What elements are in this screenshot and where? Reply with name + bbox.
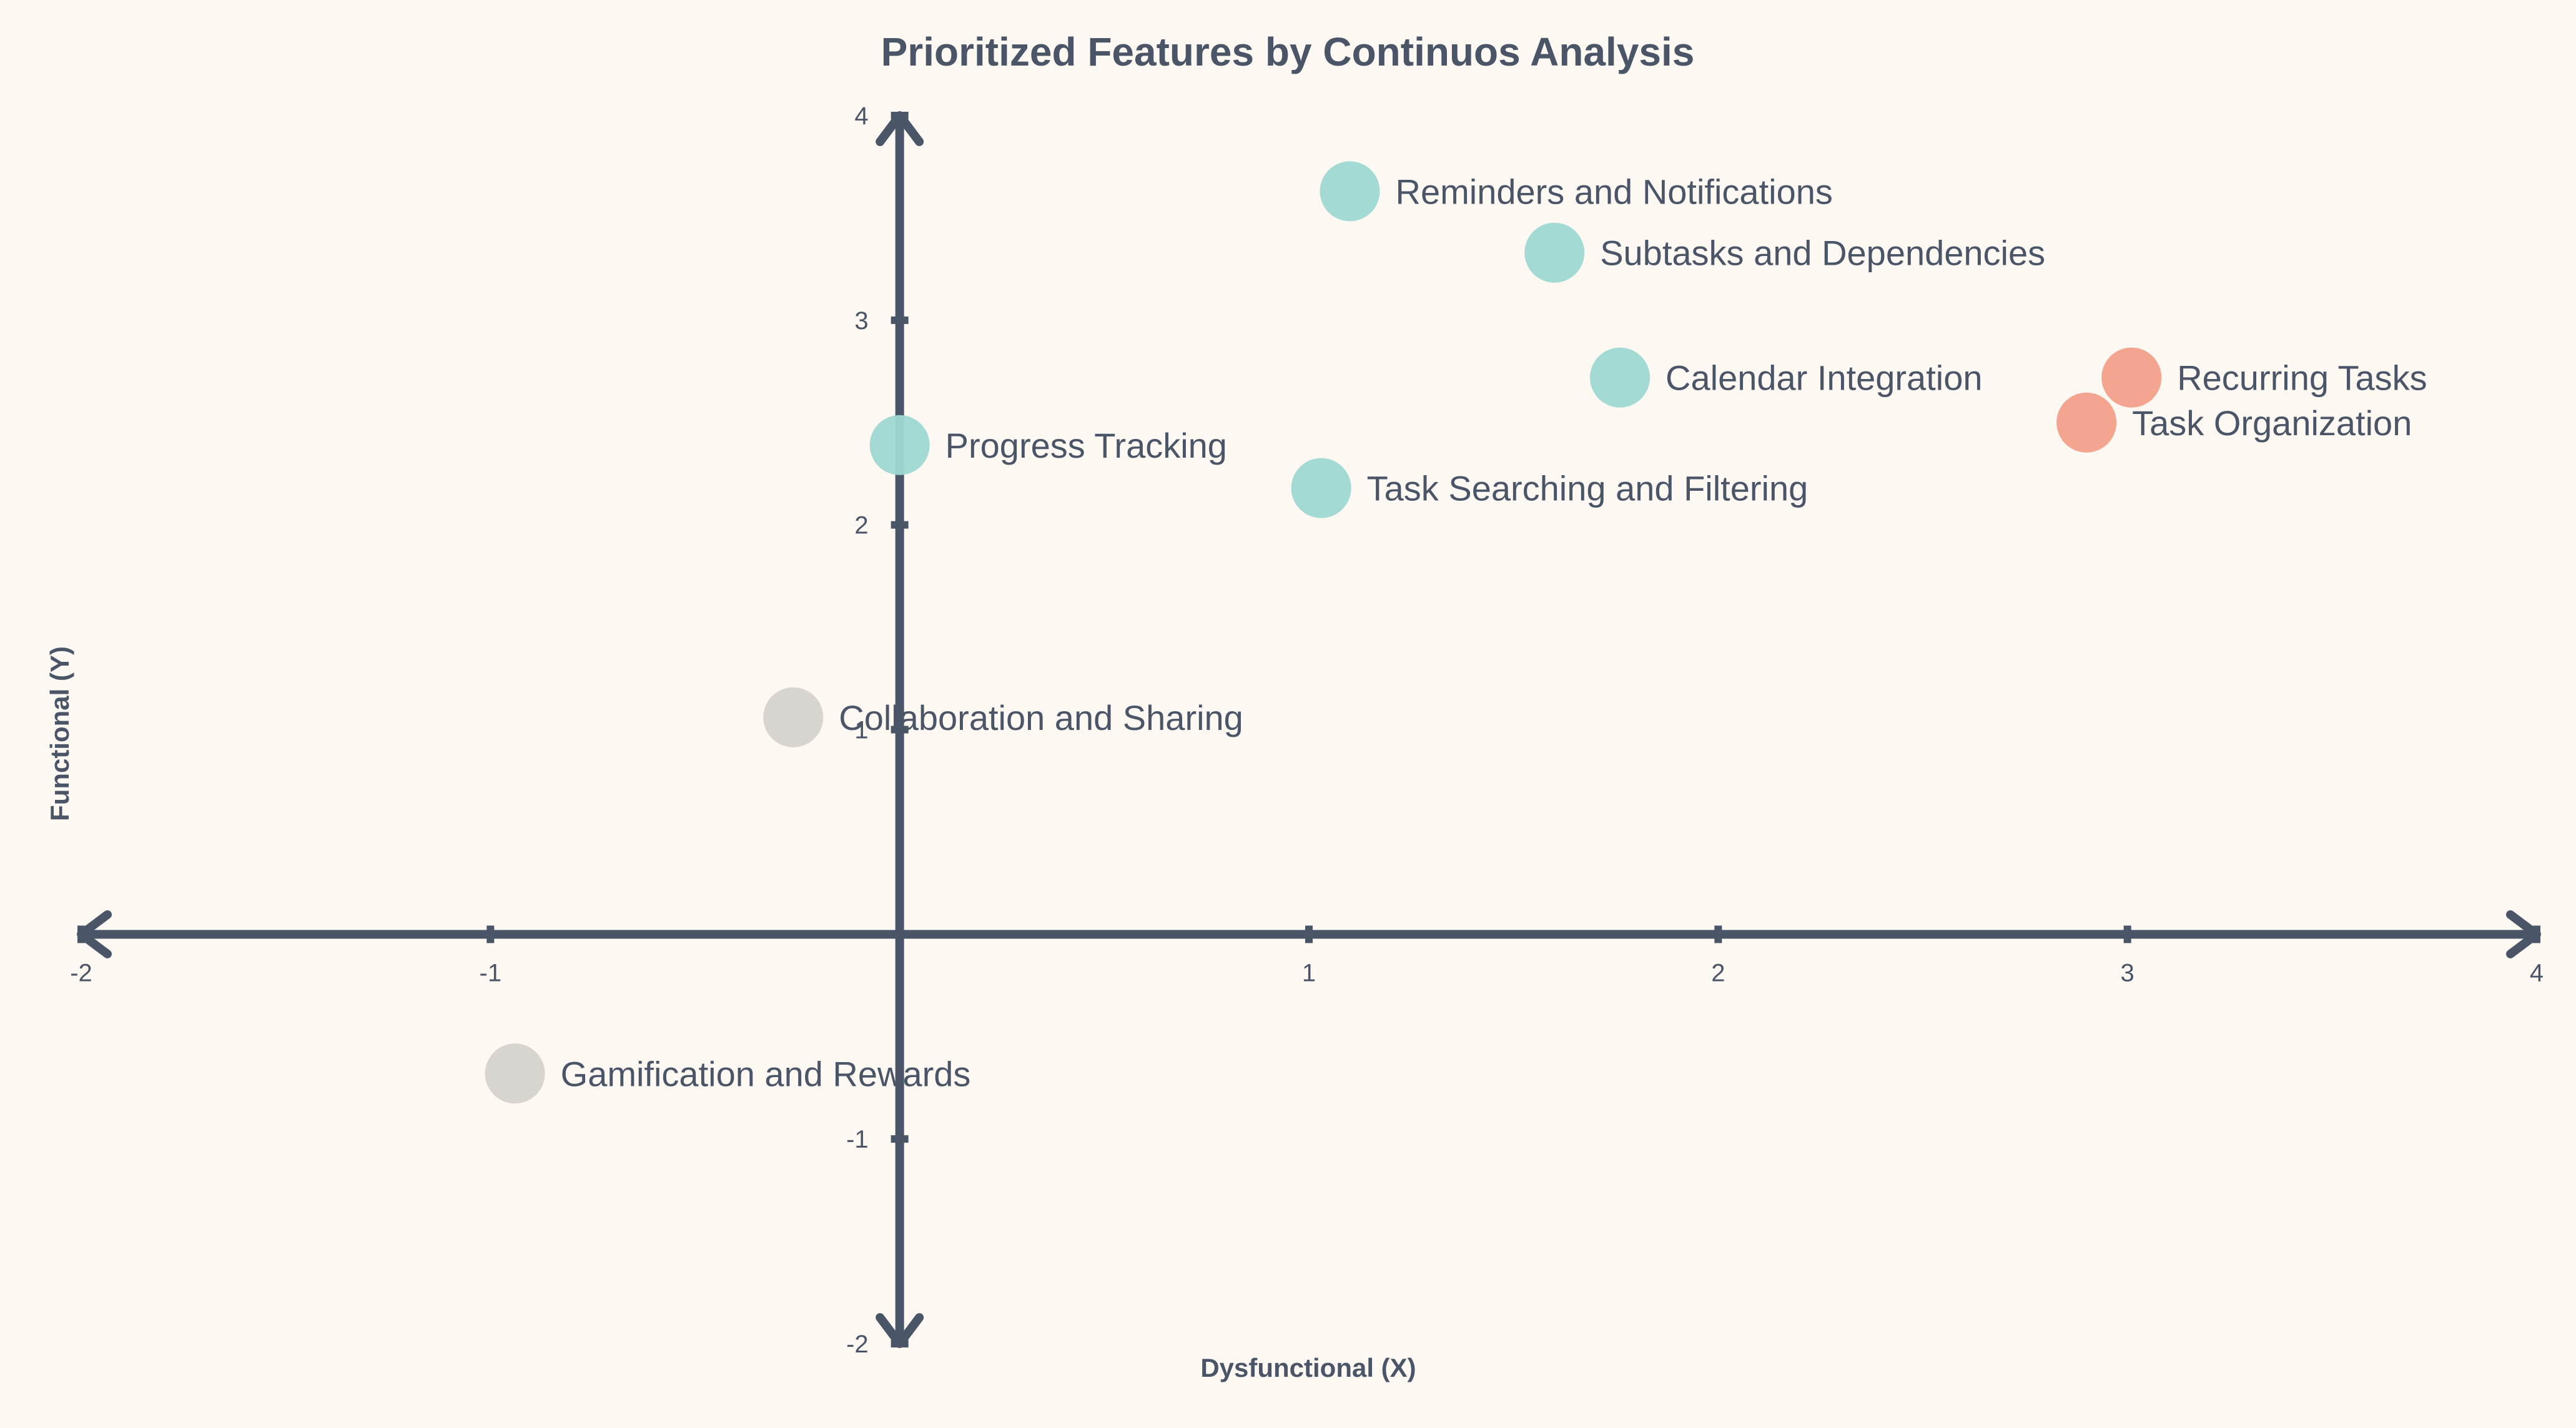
x-tick-label: 2 — [1711, 959, 1725, 987]
y-tick-label: 1 — [854, 717, 868, 744]
data-point — [2056, 392, 2117, 453]
data-point — [1524, 222, 1585, 283]
data-point — [2101, 347, 2162, 408]
data-point-label: Reminders and Notifications — [1396, 172, 1833, 211]
chart-title: Prioritized Features by Continuos Analys… — [881, 29, 1695, 74]
data-point-label: Calendar Integration — [1666, 358, 1982, 398]
x-axis-label: Dysfunctional (X) — [1200, 1353, 1416, 1382]
data-point — [869, 415, 930, 475]
data-point-label: Task Organization — [2132, 403, 2412, 443]
x-tick-label: -2 — [70, 959, 92, 987]
data-point-label: Subtasks and Dependencies — [1600, 234, 2045, 273]
data-point-label: Recurring Tasks — [2177, 358, 2427, 398]
x-tick-label: 3 — [2121, 959, 2134, 987]
x-tick-label: 4 — [2530, 959, 2544, 987]
data-point — [485, 1043, 545, 1104]
ticks: -2 -1 1 2 3 4 -2 -1 1 2 3 4 — [70, 102, 2544, 1358]
data-point-label: Collaboration and Sharing — [839, 698, 1243, 737]
x-tick-label: 1 — [1302, 959, 1316, 987]
data-point — [763, 687, 824, 747]
data-point — [1291, 458, 1351, 518]
data-point — [1320, 161, 1380, 222]
y-tick-label: -1 — [846, 1126, 869, 1153]
data-point-label: Gamification and Rewards — [561, 1054, 971, 1093]
data-points: Reminders and Notifications Subtasks and … — [485, 161, 2427, 1104]
y-tick-label: -2 — [846, 1331, 869, 1358]
y-tick-label: 4 — [854, 102, 868, 130]
data-point-label: Task Searching and Filtering — [1367, 469, 1809, 508]
data-point-label: Progress Tracking — [945, 426, 1227, 465]
y-axis-label: Functional (Y) — [45, 646, 74, 821]
y-tick-label: 2 — [854, 512, 868, 539]
y-tick-label: 3 — [854, 307, 868, 335]
x-tick-label: -1 — [480, 959, 502, 987]
data-point — [1590, 347, 1651, 408]
